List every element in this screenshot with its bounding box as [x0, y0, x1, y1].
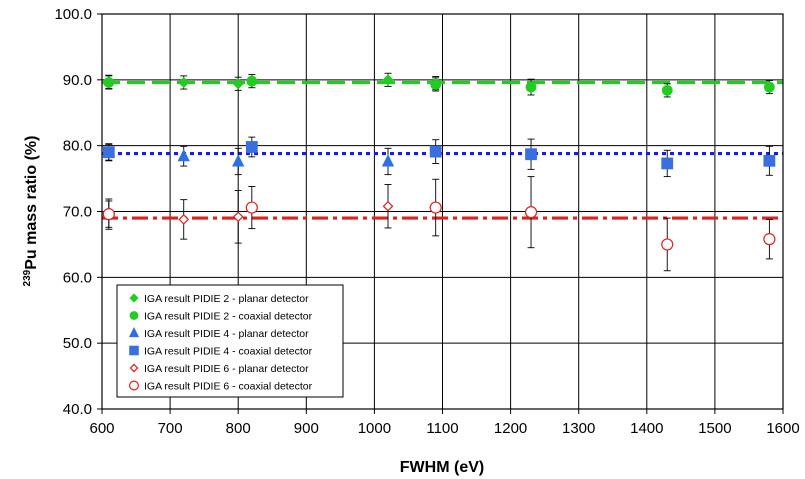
data-point-series-4	[763, 154, 776, 167]
y-tick-label: 100.0	[54, 6, 92, 23]
x-tick-label: 1600	[766, 420, 799, 437]
legend-label: IGA result PIDIE 4 - coaxial detector	[144, 346, 313, 358]
x-tick-label: 700	[158, 420, 183, 437]
data-point-series-3	[381, 154, 395, 167]
data-point-series-1	[178, 76, 190, 89]
x-tick-label: 800	[226, 420, 251, 437]
data-point-series-4	[661, 157, 674, 170]
x-axis-title: FWHM (eV)	[400, 459, 484, 476]
legend-marker	[129, 363, 139, 373]
data-point-series-4	[102, 146, 115, 159]
data-point-series-1	[232, 78, 244, 90]
data-point-series-5	[382, 200, 394, 212]
legend-marker	[129, 345, 139, 356]
y-axis-title: 239Pu mass ratio (%)	[22, 136, 40, 287]
y-tick-label: 60.0	[63, 269, 92, 286]
legend-marker	[128, 327, 140, 338]
data-point-series-2	[661, 84, 673, 96]
legend-label: IGA result PIDIE 2 - coaxial detector	[144, 311, 313, 323]
data-point-series-6	[763, 233, 776, 246]
data-point-series-3	[232, 154, 245, 167]
x-tick-label: 1200	[494, 420, 527, 437]
legend-label: IGA result PIDIE 6 - coaxial detector	[144, 381, 313, 393]
data-point-series-2	[430, 79, 442, 90]
legend-label: IGA result PIDIE 4 - planar detector	[144, 328, 309, 340]
legend-marker	[129, 293, 139, 303]
y-tick-label: 80.0	[63, 138, 92, 155]
y-axis-ticks: 40.0 50.0 60.0 70.0 80.0 90.0 100.0	[54, 6, 102, 418]
x-axis-ticks: 600 700 800 900 1000 1100 1200 1300 1400 1500 1600	[89, 409, 800, 437]
reference-lines	[102, 80, 783, 220]
data-point-series-6	[429, 201, 442, 214]
data-point-series-6	[661, 238, 674, 251]
data-point-series-6	[245, 201, 258, 214]
data-point-series-3	[177, 148, 190, 162]
x-tick-label: 600	[89, 420, 114, 437]
data-point-series-4	[245, 141, 258, 153]
data-point-series-5	[178, 214, 190, 225]
x-tick-label: 900	[294, 420, 319, 437]
x-tick-label: 1500	[698, 420, 731, 437]
y-tick-label: 50.0	[63, 335, 92, 352]
data-point-series-2	[525, 81, 537, 93]
legend-label: IGA result PIDIE 6 - planar detector	[144, 363, 309, 375]
legend-marker	[129, 380, 140, 391]
legend-box	[116, 284, 344, 398]
y-tick-label: 70.0	[63, 204, 92, 221]
legend-marker	[129, 311, 139, 320]
y-axis-title-main: Pu mass ratio (%)	[23, 136, 40, 270]
data-point-series-4	[429, 145, 442, 158]
legend: IGA result PIDIE 2 - planar detector IGA …	[116, 284, 344, 398]
data-point-series-1	[382, 74, 394, 86]
y-tick-label: 90.0	[63, 72, 92, 89]
x-tick-label: 1100	[426, 420, 458, 437]
x-tick-label: 1300	[562, 420, 595, 437]
y-axis-title-superscript: 239	[22, 269, 33, 286]
y-tick-label: 40.0	[63, 401, 92, 418]
legend-label: IGA result PIDIE 2 - planar detector	[144, 293, 309, 305]
data-point-series-2	[246, 75, 258, 87]
data-point-series-6	[524, 206, 538, 219]
x-tick-label: 1000	[358, 420, 391, 437]
data-point-series-6	[102, 208, 115, 221]
data-point-series-4	[525, 148, 537, 161]
data-point-series-2	[103, 77, 115, 88]
data-point-series-2	[763, 81, 775, 93]
data-markers	[102, 74, 776, 251]
x-tick-label: 1400	[630, 420, 663, 437]
data-point-series-5	[232, 211, 244, 223]
